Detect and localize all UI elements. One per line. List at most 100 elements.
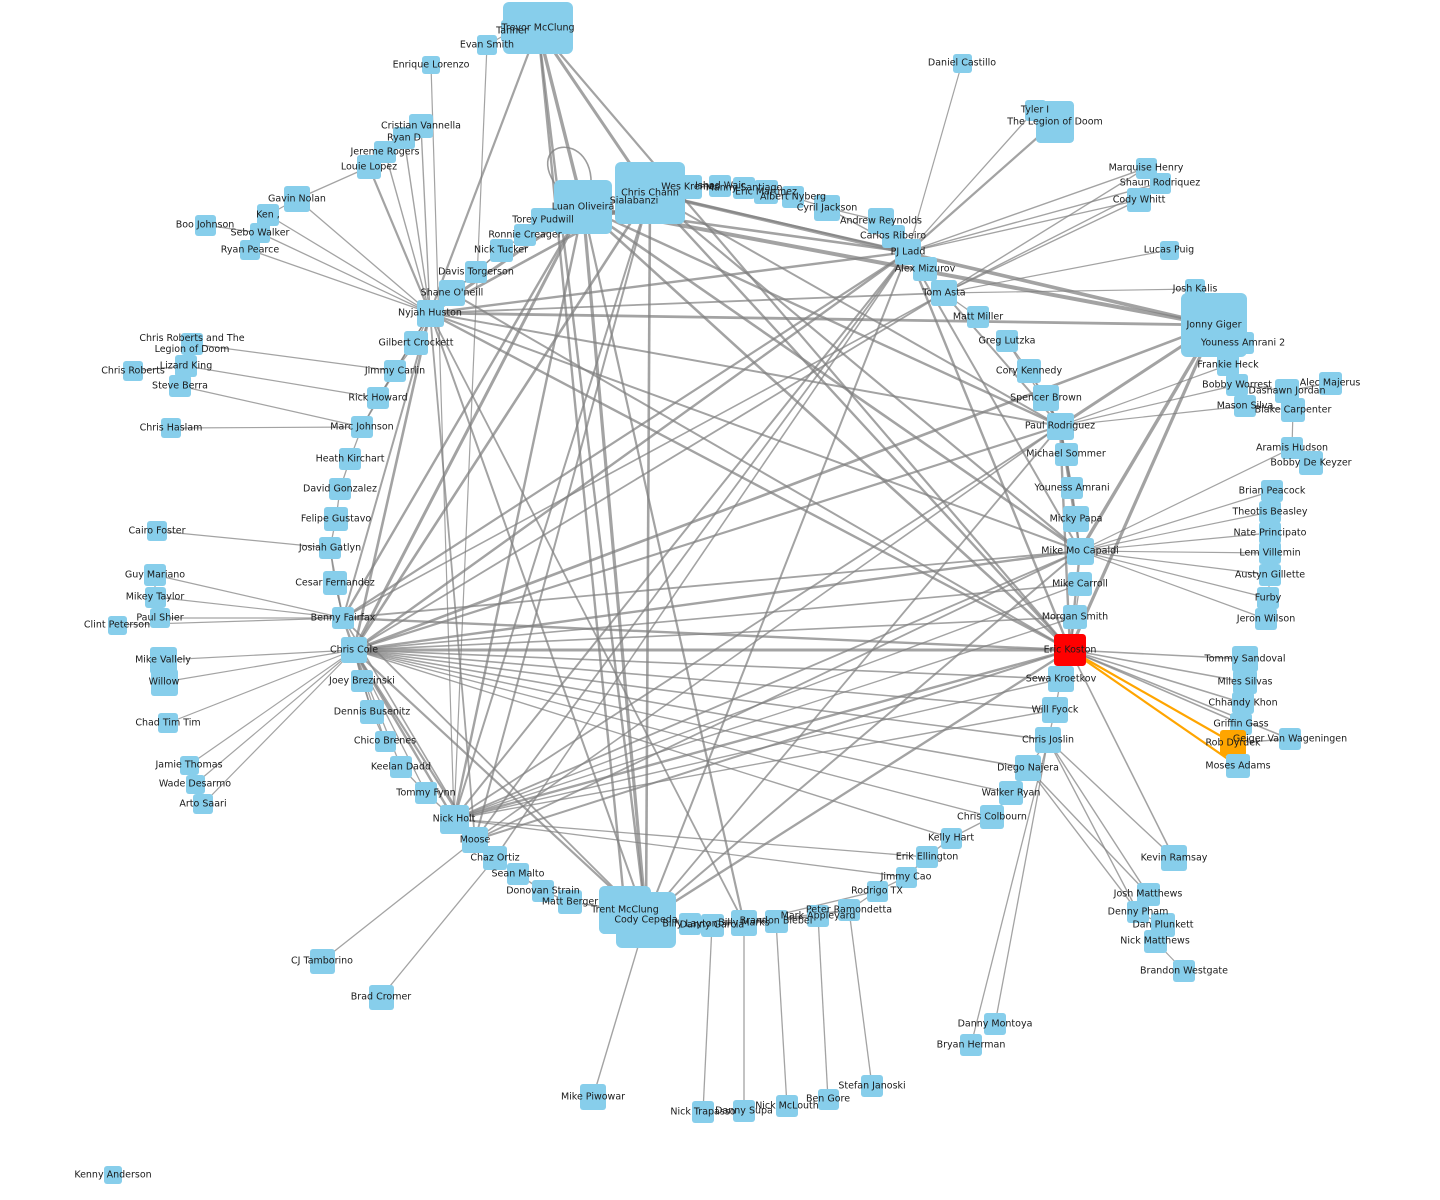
graph-node[interactable] [1259, 542, 1281, 564]
graph-node[interactable] [558, 890, 582, 914]
graph-node[interactable] [916, 846, 938, 868]
graph-node[interactable] [984, 1013, 1006, 1035]
graph-node[interactable] [1173, 960, 1195, 982]
graph-node[interactable] [1046, 412, 1074, 440]
graph-node[interactable] [1234, 395, 1256, 417]
graph-node[interactable] [393, 127, 415, 149]
graph-node[interactable] [422, 56, 440, 74]
graph-node[interactable] [483, 846, 507, 870]
graph-node[interactable] [1035, 727, 1061, 753]
graph-node[interactable] [1255, 608, 1277, 630]
graph-node[interactable] [1318, 371, 1342, 395]
graph-node[interactable] [817, 1088, 839, 1110]
graph-node[interactable] [185, 774, 205, 794]
graph-node[interactable] [339, 448, 361, 470]
graph-node[interactable] [351, 416, 373, 438]
graph-node[interactable] [1299, 451, 1323, 475]
graph-node[interactable] [489, 238, 513, 262]
graph-node[interactable] [1036, 101, 1074, 143]
graph-node[interactable] [1017, 359, 1041, 383]
graph-node[interactable] [931, 280, 957, 306]
graph-node[interactable] [1161, 845, 1187, 871]
graph-node[interactable] [144, 564, 166, 586]
graph-node[interactable] [507, 863, 529, 885]
graph-node[interactable] [1226, 374, 1248, 396]
graph-node[interactable] [416, 299, 444, 327]
graph-node[interactable] [384, 360, 406, 382]
graph-node[interactable] [616, 892, 676, 948]
graph-node[interactable] [360, 700, 384, 724]
graph-node[interactable] [181, 333, 203, 355]
graph-node[interactable] [1048, 666, 1074, 692]
graph-node[interactable] [179, 755, 199, 775]
graph-node[interactable] [960, 1034, 982, 1056]
graph-node[interactable] [1068, 572, 1092, 596]
graph-node[interactable] [1136, 882, 1160, 906]
graph-node[interactable] [1220, 730, 1246, 756]
graph-node[interactable] [323, 571, 347, 595]
graph-node[interactable] [1279, 728, 1301, 750]
graph-node[interactable] [861, 1075, 883, 1097]
graph-node[interactable] [319, 537, 341, 559]
graph-node[interactable] [150, 668, 178, 696]
graph-node[interactable] [357, 155, 381, 179]
graph-node[interactable] [332, 607, 354, 629]
graph-node[interactable] [866, 880, 888, 902]
graph-node[interactable] [733, 1100, 755, 1122]
graph-node[interactable] [284, 186, 310, 212]
graph-node[interactable] [776, 1095, 798, 1117]
graph-node[interactable] [1232, 646, 1258, 672]
graph-node[interactable] [1015, 755, 1041, 781]
graph-node[interactable] [1217, 354, 1239, 376]
graph-node[interactable] [477, 35, 497, 55]
graph-node[interactable] [329, 478, 351, 500]
graph-node[interactable] [1226, 754, 1250, 778]
graph-node[interactable] [107, 615, 127, 635]
graph-node[interactable] [250, 223, 270, 243]
graph-node[interactable] [838, 899, 860, 921]
graph-node[interactable] [368, 984, 394, 1010]
graph-node[interactable] [257, 204, 279, 226]
graph-node[interactable] [351, 670, 373, 692]
graph-node[interactable] [996, 330, 1018, 352]
graph-node[interactable] [678, 175, 702, 199]
graph-node[interactable] [940, 827, 962, 849]
graph-node[interactable] [679, 913, 701, 935]
graph-node[interactable] [1281, 437, 1303, 459]
graph-node[interactable] [621, 188, 647, 214]
graph-node[interactable] [754, 180, 778, 204]
graph-node[interactable] [1127, 901, 1149, 923]
graph-node[interactable] [309, 948, 335, 974]
graph-node[interactable] [161, 418, 181, 438]
graph-node[interactable] [374, 730, 396, 752]
graph-node[interactable] [1281, 398, 1305, 422]
graph-node[interactable] [1259, 501, 1281, 523]
graph-node[interactable] [150, 608, 170, 628]
graph-node[interactable] [532, 880, 554, 902]
graph-node[interactable] [194, 214, 216, 236]
graph-node[interactable] [415, 782, 437, 804]
graph-node[interactable] [1127, 188, 1151, 212]
graph-node[interactable] [1063, 605, 1087, 629]
graph-node[interactable] [1143, 929, 1167, 953]
graph-node[interactable] [952, 53, 972, 73]
graph-node[interactable] [1066, 537, 1094, 565]
graph-node[interactable] [580, 1084, 606, 1110]
graph-node[interactable] [175, 355, 197, 377]
graph-node[interactable] [980, 805, 1004, 829]
graph-node[interactable] [193, 794, 213, 814]
graph-node[interactable] [782, 186, 804, 208]
graph-node[interactable] [764, 909, 788, 933]
graph-node[interactable] [104, 1166, 122, 1184]
graph-node[interactable] [1063, 506, 1089, 532]
graph-node[interactable] [341, 637, 367, 663]
graph-node[interactable] [814, 195, 840, 221]
graph-node[interactable] [144, 586, 166, 608]
graph-node[interactable] [169, 375, 191, 397]
graph-node[interactable] [1061, 477, 1083, 499]
graph-node[interactable] [1054, 442, 1078, 466]
graph-node[interactable] [501, 20, 523, 42]
graph-node[interactable] [1042, 697, 1068, 723]
graph-node[interactable] [324, 507, 348, 531]
